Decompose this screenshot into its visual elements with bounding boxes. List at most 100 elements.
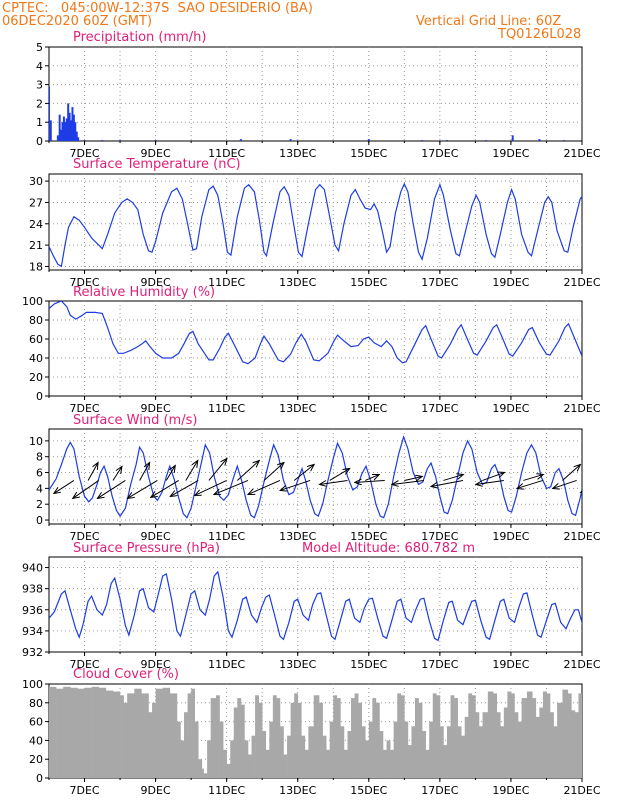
header-model-id: TQ0126L028 [498,27,582,42]
cloud-bar [201,768,204,778]
wind-arrow [195,480,227,495]
cloud-bar [418,702,423,778]
panel-title: Surface Temperature (nC) [73,157,241,172]
wind-arrow [329,468,350,481]
cloud-bar [194,721,199,778]
x-tick-label: 13DEC [279,402,316,415]
wind-arrow [87,462,98,481]
x-tick-label: 7DEC [69,658,99,671]
precip-bar [239,139,242,141]
x-tick-label: 9DEC [141,784,171,797]
x-tick-label: 9DEC [141,147,171,160]
cloud-bar [120,695,124,778]
precip-bar [67,103,70,141]
cloud-bar [422,731,426,778]
y-tick-label: 936 [22,604,43,617]
wind-arrow [482,472,505,481]
precip-bar [64,122,67,141]
precip-bar [485,140,488,141]
x-tick-label: 15DEC [350,658,387,671]
cloud-bar [141,693,149,778]
y-tick-label: 6 [36,467,43,480]
y-tick-label: 40 [29,734,43,747]
cloud-bar [598,687,604,778]
cloud-bar [290,702,295,778]
wind-arrow [392,479,424,484]
y-tick-label: 932 [22,646,43,659]
cloud-bar [84,687,92,778]
y-tick-label: 21 [29,239,43,252]
cloud-bar [272,695,277,778]
y-tick-label: 2 [36,97,43,110]
x-tick-label: 11DEC [208,276,245,289]
series [49,686,611,778]
cloud-bar [464,716,469,778]
cloud-bar [155,688,164,778]
wind-arrow [443,474,463,481]
cloud-bar [567,693,572,778]
wind-arrow [97,480,126,498]
cloud-bar [439,726,444,778]
panel-2: 0 20 40 60 80 100 7DEC 9DEC 11DEC 13DEC 15DEC 17DEC… [22,285,601,415]
x-tick-label: 17DEC [421,147,458,160]
x-tick-label: 7DEC [69,530,99,543]
cloud-bar [518,721,522,778]
cloud-bar [607,703,611,778]
cloud-bar [313,695,320,778]
cloud-bar [526,691,533,778]
y-tick-label: 5 [36,41,43,54]
wind-arrow [553,479,577,488]
cloud-bar [542,691,547,778]
cloud-bar [127,693,135,778]
panel-4: 932 934 936 938 940 7DEC 9DEC 11DEC 13DEC 15DEC 17… [22,541,601,671]
cloud-bar [487,691,494,778]
cloud-bar [571,710,576,778]
cloud-bar [414,698,419,778]
x-tick-label: 13DEC [279,147,316,160]
cloud-bar [411,726,416,778]
precip-bar [77,137,80,141]
series [49,86,566,141]
x-tick-label: 11DEC [208,530,245,543]
cloud-bar [546,693,551,778]
wind-arrow [319,479,348,484]
panel-frame [48,300,583,397]
y-tick-label: 10 [29,435,43,448]
cloud-bar [237,698,242,778]
cloud-bar [162,687,171,778]
series [49,570,582,642]
cloud-bar [287,735,291,778]
cloud-bar [203,773,208,778]
x-tick-label: 19DEC [492,658,529,671]
precip-bar [289,139,292,141]
cloud-bar [407,745,412,778]
panel-title: Cloud Cover (%) [73,667,179,682]
x-tick-label: 7DEC [69,402,99,415]
panel-frame [48,46,583,142]
y-tick-label: 100 [22,295,43,308]
x-tick-label: 7DEC [69,276,99,289]
wind-arrow [404,476,422,480]
cloud-bar [226,763,231,778]
cloud-bar [507,691,512,778]
y-tick-label: 40 [29,352,43,365]
y-tick-label: 0 [36,772,43,785]
cloud-bar [180,740,185,778]
y-tick-label: 30 [29,175,43,188]
wind-arrow [214,479,249,494]
wind-arrow [280,479,311,490]
cloud-bar [493,693,498,778]
precip-bar [60,129,63,141]
cloud-bar [397,693,402,778]
precip-bar [119,140,122,141]
precip-bar [538,139,541,141]
x-tick-label: 15DEC [350,147,387,160]
y-tick-label: 20 [29,753,43,766]
y-tick-label: 3 [36,79,43,92]
y-tick-label: 0 [36,390,43,403]
x-tick-label: 15DEC [350,402,387,415]
cloud-bar [319,702,323,778]
y-tick-label: 60 [29,333,43,346]
precip-bar [511,135,514,141]
series-line [49,570,582,642]
